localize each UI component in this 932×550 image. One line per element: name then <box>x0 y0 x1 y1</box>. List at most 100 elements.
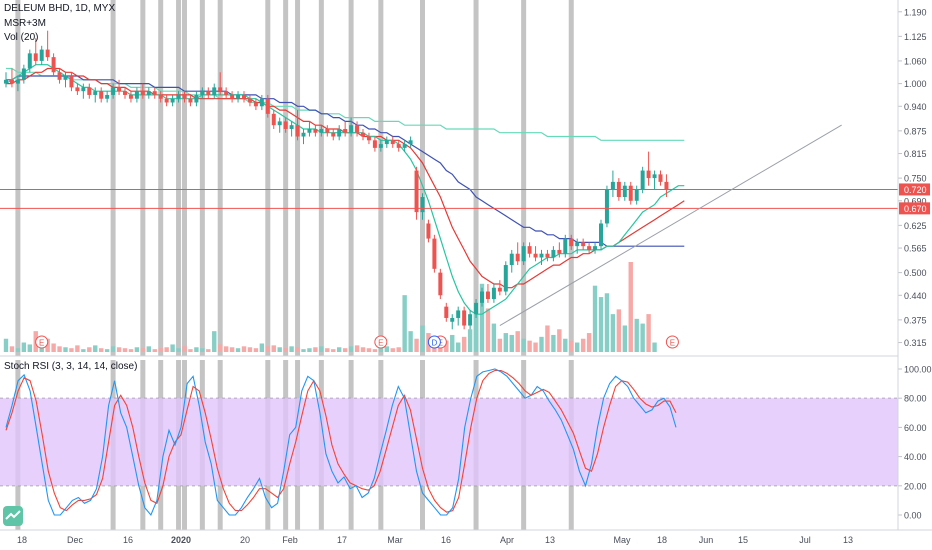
candle-8 <box>51 53 56 77</box>
rsi-legend: Stoch RSI (3, 3, 14, 14, close) <box>4 361 138 372</box>
candle-26 <box>158 91 163 103</box>
volume-bar-19 <box>116 347 122 352</box>
volume-bar-74 <box>444 340 449 352</box>
candle-body-9 <box>57 72 62 80</box>
time-tick-9: Apr <box>500 535 514 545</box>
candle-body-11 <box>69 76 74 88</box>
time-tick-11: May <box>613 535 631 545</box>
candle-88 <box>527 242 532 258</box>
time-tick-10: 13 <box>545 535 555 545</box>
trendline[interactable] <box>499 124 842 326</box>
candle-body-22 <box>134 91 139 99</box>
volume-bar-104 <box>622 325 627 352</box>
candle-9 <box>57 68 62 84</box>
candle-72 <box>432 234 437 273</box>
volume-bar-82 <box>491 323 497 352</box>
candle-49 <box>295 110 300 141</box>
candle-body-1 <box>9 79 14 84</box>
candle-75 <box>450 314 455 330</box>
candle-105 <box>628 181 633 205</box>
candle-body-99 <box>593 246 598 250</box>
candle-33 <box>200 87 205 99</box>
volume-bar-8 <box>51 343 56 352</box>
volume-bar-49 <box>295 347 300 352</box>
candle-body-39 <box>236 94 241 99</box>
ma-legend: MSR+3M <box>4 18 46 29</box>
candle-94 <box>563 234 568 258</box>
candle-92 <box>551 246 556 262</box>
volume-bar-67 <box>402 295 407 352</box>
candle-31 <box>188 94 193 107</box>
trendline-segment <box>499 124 842 326</box>
rsi-axis[interactable]: 100.00 80.00 60.00 40.00 20.00 0.00 <box>898 365 932 521</box>
volume-bar-68 <box>408 331 413 352</box>
candle-22 <box>134 87 139 103</box>
candle-24 <box>146 87 151 99</box>
candle-body-29 <box>176 94 181 99</box>
candle-68 <box>408 136 413 148</box>
candle-40 <box>242 91 246 103</box>
candle-32 <box>194 91 199 107</box>
candle-body-5 <box>33 53 38 61</box>
candle-body-27 <box>164 98 169 103</box>
event-bar-17 <box>568 0 574 356</box>
volume-bar-21 <box>128 349 134 352</box>
volume-bar-64 <box>384 346 389 352</box>
time-tick-3: 2020 <box>171 535 191 545</box>
candle-76 <box>456 306 461 326</box>
candle-83 <box>497 280 502 296</box>
volume-bar-26 <box>158 348 163 352</box>
volume-bar-88 <box>527 340 532 352</box>
candle-body-108 <box>646 170 651 179</box>
candle-body-2 <box>15 79 20 84</box>
event-marker-3: D <box>427 335 441 349</box>
candle-body-19 <box>117 87 122 92</box>
candle-body-76 <box>456 310 461 318</box>
candle-body-70 <box>420 197 425 213</box>
volume-bar-44 <box>265 346 270 352</box>
price-axis[interactable]: 1.190 1.125 1.060 1.000 0.940 0.875 0.815 0.750… <box>898 7 930 348</box>
volume-bar-23 <box>140 348 146 352</box>
candle-body-16 <box>99 91 104 99</box>
candle-body-40 <box>242 94 246 99</box>
rsi-tick-0: 100.00 <box>904 365 932 375</box>
volume-bar-79 <box>473 314 479 352</box>
candle-86 <box>515 242 520 266</box>
time-tick-0: 18 <box>17 535 27 545</box>
price-tick-9: 0.625 <box>904 221 927 231</box>
candle-body-63 <box>378 144 383 148</box>
candle-64 <box>384 136 389 148</box>
candle-65 <box>390 136 395 148</box>
candle-body-51 <box>307 128 312 133</box>
tradingview-logo-icon[interactable] <box>3 506 23 526</box>
candle-108 <box>646 151 651 186</box>
volume-bar-39 <box>235 348 241 352</box>
candle-34 <box>206 87 211 99</box>
candle-body-46 <box>277 121 282 126</box>
price-tick-13: 0.375 <box>904 315 927 325</box>
candle-47 <box>283 117 288 133</box>
candle-79 <box>474 299 479 318</box>
candle-16 <box>99 87 104 103</box>
candle-body-65 <box>390 140 395 145</box>
candle-51 <box>307 121 312 137</box>
volume-bar-76 <box>456 342 461 352</box>
candle-body-6 <box>39 49 44 61</box>
candle-59 <box>355 121 360 137</box>
candle-body-74 <box>444 306 449 318</box>
candle-body-44 <box>265 98 270 114</box>
candle-body-85 <box>509 253 514 266</box>
candle-102 <box>610 170 615 198</box>
event-markers[interactable]: EEEDE <box>35 335 679 349</box>
candle-110 <box>658 170 663 186</box>
candle-body-75 <box>450 317 455 322</box>
rsi-tick-3: 40.00 <box>904 452 927 462</box>
candle-12 <box>75 83 80 95</box>
candle-body-66 <box>396 144 401 148</box>
candle-57 <box>343 121 348 137</box>
candle-52 <box>313 125 318 137</box>
time-axis[interactable]: 18 Dec 16 2020 20 Feb 17 Mar 16 Apr 13 May 18 Jun 15 Ju… <box>17 535 853 545</box>
price-tick-4: 0.940 <box>904 102 927 112</box>
candle-20 <box>123 87 127 99</box>
